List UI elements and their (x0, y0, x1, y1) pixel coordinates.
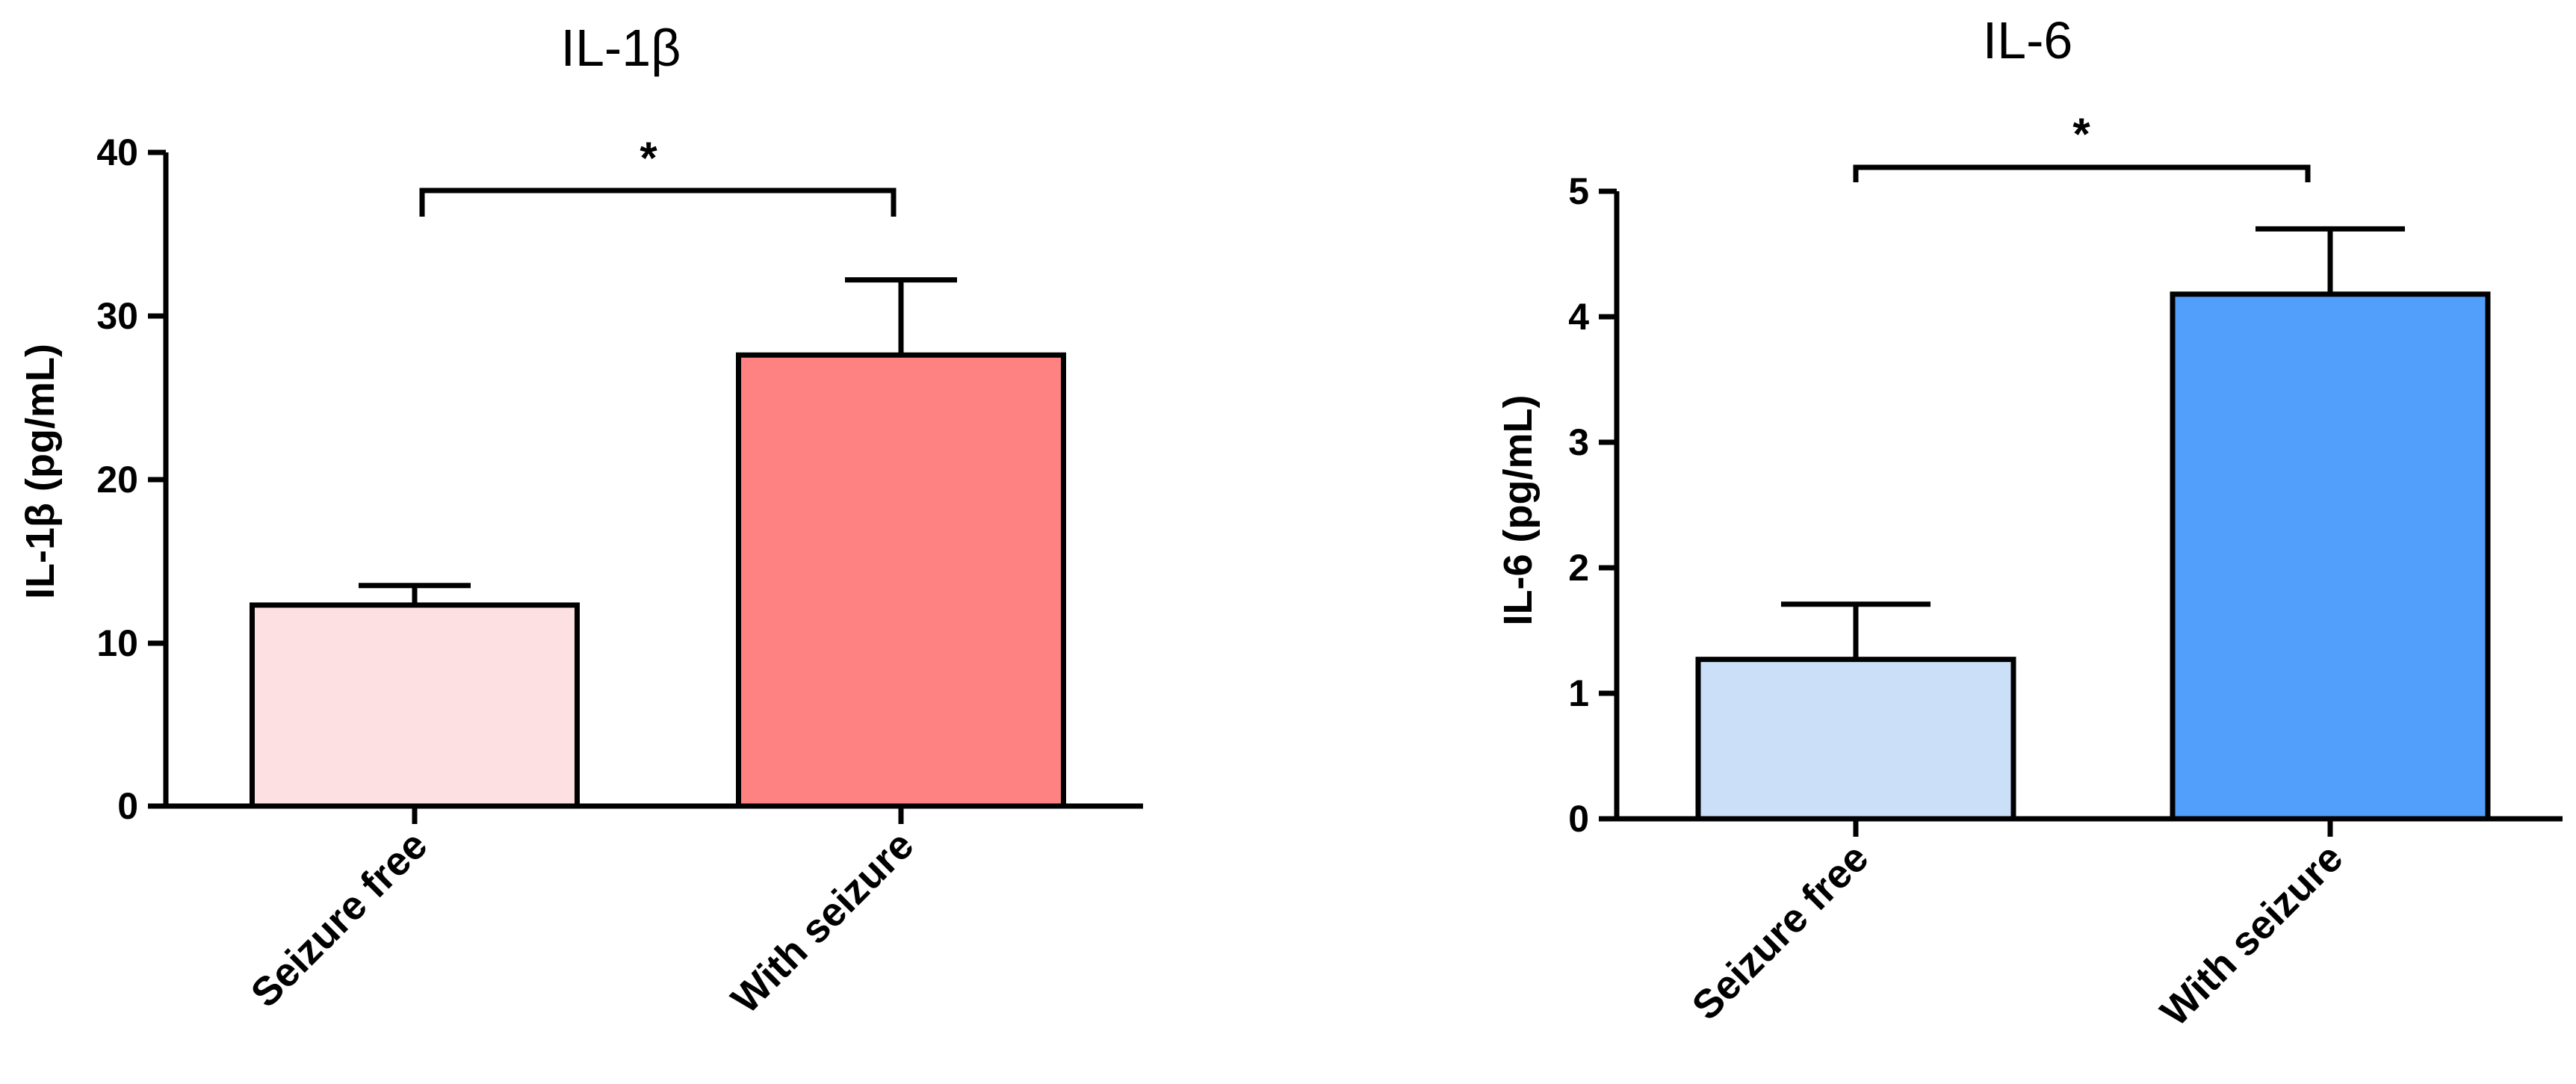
x-category-label: With seizure (2152, 835, 2351, 1035)
y-tick-label: 0 (117, 785, 138, 827)
significance-marker: * (2072, 109, 2090, 159)
bar (2170, 291, 2491, 822)
y-ticks: 0 10 20 30 40 (96, 131, 166, 827)
plot-area (1695, 226, 2491, 822)
y-tick-label: 1 (1568, 672, 1589, 714)
y-tick-label: 40 (96, 131, 138, 173)
chart-title: IL-6 (1983, 11, 2073, 69)
y-ticks: 0 1 2 3 4 5 (1568, 170, 1617, 840)
significance-marker: * (640, 133, 657, 183)
bar (1695, 657, 2016, 822)
x-categories: Seizure free With seizure (1684, 819, 2351, 1035)
significance-bracket (1853, 164, 2311, 182)
significance-bracket (419, 188, 897, 217)
y-axis-label: IL-6 (pg/mL) (1496, 395, 1541, 626)
y-tick-label: 0 (1568, 798, 1589, 840)
y-tick-label: 3 (1568, 421, 1589, 463)
y-tick-label: 5 (1568, 170, 1589, 212)
y-tick-label: 10 (96, 622, 138, 664)
y-tick-label: 4 (1568, 296, 1589, 338)
chart-title: IL-1β (561, 19, 681, 77)
x-category-label: With seizure (722, 823, 922, 1022)
chart-il6: IL-6 IL-6 (pg/mL) 0 1 2 3 4 5 Seizure fr… (1496, 11, 2563, 1035)
bar (736, 352, 1066, 809)
chart-il1b: IL-1β IL-1β (pg/mL) 0 10 20 30 40 Seizur… (18, 19, 1143, 1022)
y-tick-label: 20 (96, 459, 138, 501)
y-tick-label: 30 (96, 295, 138, 337)
y-tick-label: 2 (1568, 547, 1589, 589)
x-categories: Seizure free With seizure (243, 806, 922, 1022)
bar (250, 602, 580, 809)
x-category-label: Seizure free (1684, 835, 1877, 1029)
x-category-label: Seizure free (243, 823, 436, 1016)
y-axis-label: IL-1β (pg/mL) (18, 344, 63, 599)
plot-area (250, 277, 1066, 809)
